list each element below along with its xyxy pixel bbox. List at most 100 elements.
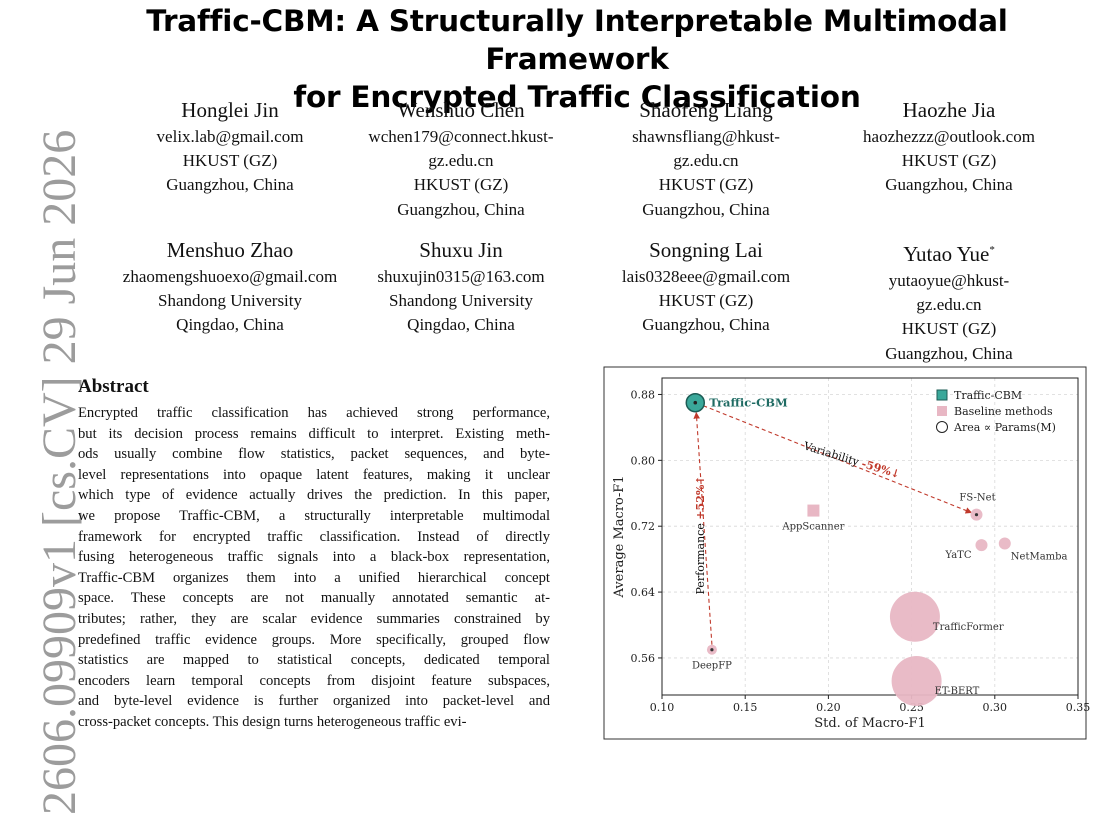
author-card: Shaofeng Liang shawnsfliang@hkust-gz.edu.… bbox=[581, 97, 831, 222]
author-card: Yutao Yue* yutaoyue@hkust-gz.edu.cn HKUST … bbox=[824, 237, 1074, 366]
author-name: Menshuo Zhao bbox=[166, 238, 294, 262]
point-trafficformer bbox=[889, 591, 940, 642]
abstract-line: and byte-level evidence is further organ… bbox=[78, 693, 550, 710]
point-label: NetMamba bbox=[1011, 551, 1068, 562]
author-affiliation-line: Guangzhou, China bbox=[397, 199, 525, 219]
author-affiliation-line: Guangzhou, China bbox=[642, 315, 770, 335]
abstract-line: level representations into opaque latent… bbox=[78, 466, 550, 483]
author-card: Honglei Jin velix.lab@gmail.com HKUST (GZ)… bbox=[105, 97, 355, 198]
author-affiliation-line: HKUST (GZ) bbox=[182, 151, 278, 171]
abstract-body: Encrypted traffic classification has ach… bbox=[78, 403, 550, 733]
author-affiliation-line: gz.edu.cn bbox=[428, 151, 494, 171]
abstract-heading: Abstract bbox=[78, 376, 149, 397]
author-affiliation-line: HKUST (GZ) bbox=[658, 175, 754, 195]
author-affiliation-line: wchen179@connect.hkust- bbox=[368, 127, 554, 146]
author-affiliation-line: HKUST (GZ) bbox=[413, 175, 509, 195]
y-tick-label: 0.56 bbox=[631, 652, 656, 665]
abstract-line: encoders learn temporal concepts from di… bbox=[78, 672, 550, 689]
abstract-line: tributes; rather, they are scalar eviden… bbox=[78, 610, 550, 627]
point-label: FS-Net bbox=[959, 493, 995, 504]
legend-label: Area ∝ Params(M) bbox=[953, 421, 1056, 434]
legend-swatch-traffic-cbm bbox=[936, 389, 948, 401]
y-tick-label: 0.64 bbox=[631, 586, 656, 599]
title-line-1: Traffic-CBM: A Structurally Interpretabl… bbox=[146, 4, 1008, 76]
y-axis-label: Average Macro-F1 bbox=[612, 475, 627, 598]
point-label: ET-BERT bbox=[935, 686, 980, 697]
abstract-line: but its decision process remains difficu… bbox=[78, 425, 550, 442]
author-affiliation-line: Guangzhou, China bbox=[885, 343, 1013, 363]
title-line-2: for Encrypted Traffic Classification bbox=[293, 80, 861, 114]
legend-swatch-area bbox=[936, 421, 948, 433]
abstract-line: we propose Traffic-CBM, a structurally i… bbox=[78, 507, 550, 524]
author-affiliation-line: Guangzhou, China bbox=[885, 175, 1013, 195]
abstract-line: ods usually combine flow statistics, pac… bbox=[78, 446, 550, 463]
legend-swatch-baseline bbox=[937, 406, 947, 416]
author-affiliation-line: velix.lab@gmail.com bbox=[156, 127, 304, 146]
point-center-dot bbox=[710, 648, 714, 652]
point-label: Traffic-CBM bbox=[709, 396, 788, 410]
author-name: Wenshuo Chen bbox=[397, 98, 525, 122]
author-affiliation-line: yutaoyue@hkust- bbox=[888, 271, 1010, 290]
author-card: Wenshuo Chen wchen179@connect.hkust-gz.ed… bbox=[336, 97, 586, 222]
legend-label: Baseline methods bbox=[954, 405, 1053, 418]
scatter-chart: 0.10 0.15 0.20 0.25 0.30 0.350.560.640.720.80… bbox=[603, 366, 1090, 740]
x-tick-label: 0.15 bbox=[733, 701, 758, 714]
point-label: AppScanner bbox=[781, 522, 844, 533]
author-affiliation-line: HKUST (GZ) bbox=[658, 291, 754, 311]
variability-arrow bbox=[703, 405, 973, 514]
author-name: Shuxu Jin bbox=[419, 238, 503, 262]
x-tick-label: 0.30 bbox=[983, 701, 1008, 714]
author-affiliation-line: gz.edu.cn bbox=[673, 151, 739, 171]
author-name: Haozhe Jia bbox=[902, 98, 996, 122]
author-affiliation-line: lais0328eee@gmail.com bbox=[621, 267, 791, 286]
author-affiliation-line: shawnsfliang@hkust- bbox=[632, 127, 780, 146]
author-affiliation-line: shuxujin0315@163.com bbox=[377, 267, 545, 286]
author-affiliation-line: Guangzhou, China bbox=[166, 175, 294, 195]
abstract-line: cross-packet concepts. This design turns… bbox=[78, 713, 467, 730]
abstract-line: which type of evidence actually drives t… bbox=[78, 487, 550, 504]
abstract-line: statistics are mapped to statistical con… bbox=[78, 652, 550, 669]
author-name: Shaofeng Liang bbox=[639, 98, 773, 122]
y-tick-label: 0.80 bbox=[631, 454, 656, 467]
author-affiliation-line: Guangzhou, China bbox=[642, 199, 770, 219]
performance-annotation: Performance +52%↑ bbox=[694, 475, 707, 594]
author-card: Shuxu Jin shuxujin0315@163.com Shandong Un… bbox=[336, 237, 586, 338]
point-label: DeepFP bbox=[692, 661, 732, 672]
axes-box bbox=[661, 377, 1079, 696]
point-label: YaTC bbox=[944, 550, 971, 561]
x-tick-label: 0.10 bbox=[650, 701, 675, 714]
point-et-bert bbox=[891, 656, 942, 707]
abstract-line: framework for encrypted traffic classifi… bbox=[78, 528, 550, 545]
author-card: Haozhe Jia haozhezzz@outlook.com HKUST (GZ… bbox=[824, 97, 1074, 198]
author-card: Menshuo Zhao zhaomengshuoexo@gmail.com Sha… bbox=[105, 237, 355, 338]
point-appscanner bbox=[807, 504, 820, 517]
annotation-percentage: +52%↑ bbox=[694, 475, 707, 519]
point-yatc bbox=[975, 539, 988, 552]
annotation-text: Performance bbox=[694, 520, 707, 595]
y-tick-label: 0.88 bbox=[631, 388, 656, 401]
plot-area: 0.10 0.15 0.20 0.25 0.30 0.350.560.640.720.80… bbox=[612, 377, 1090, 731]
author-name: Yutao Yue* bbox=[903, 242, 995, 266]
author-affiliation-line: HKUST (GZ) bbox=[901, 319, 997, 339]
abstract-line: predefined traffic evidence groups. More… bbox=[78, 631, 550, 648]
performance-arrow bbox=[693, 412, 713, 645]
abstract-line: Traffic-CBM organizes them into a unifie… bbox=[78, 569, 550, 586]
abstract-line: space. These concepts are not manually a… bbox=[78, 590, 550, 607]
corresponding-author-mark: * bbox=[989, 244, 995, 256]
author-card: Songning Lai lais0328eee@gmail.com HKUST (… bbox=[581, 237, 831, 338]
author-affiliation-line: Shandong University bbox=[157, 291, 303, 311]
author-name: Songning Lai bbox=[649, 238, 763, 262]
author-affiliation-line: Qingdao, China bbox=[176, 315, 284, 335]
author-affiliation-line: HKUST (GZ) bbox=[901, 151, 997, 171]
figure-frame bbox=[603, 366, 1087, 740]
point-netmamba bbox=[998, 537, 1011, 550]
abstract-line: Encrypted traffic classification has ach… bbox=[78, 405, 550, 421]
author-affiliation-line: Shandong University bbox=[388, 291, 534, 311]
author-affiliation-line: zhaomengshuoexo@gmail.com bbox=[122, 267, 338, 286]
x-tick-label: 0.20 bbox=[816, 701, 841, 714]
x-axis-label: Std. of Macro-F1 bbox=[814, 716, 926, 731]
paper-title: Traffic-CBM: A Structurally Interpretabl… bbox=[60, 2, 1094, 116]
y-tick-label: 0.72 bbox=[631, 520, 656, 533]
author-affiliation-line: haozhezzz@outlook.com bbox=[863, 127, 1035, 146]
point-label: TrafficFormer bbox=[933, 622, 1004, 633]
